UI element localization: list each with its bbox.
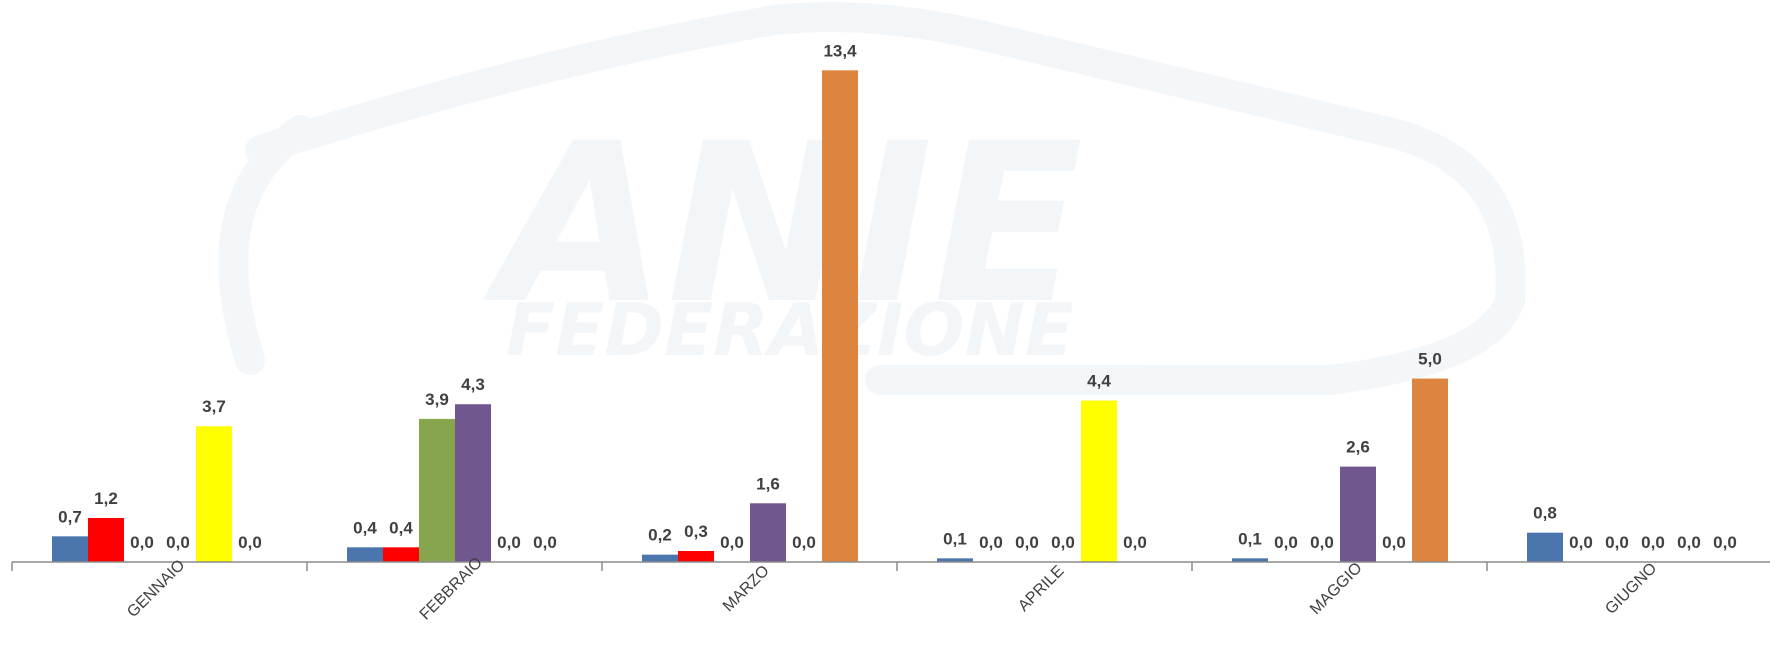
value-label-maggio-s6: 5,0: [1418, 350, 1442, 369]
value-label-marzo-s1: 0,2: [648, 526, 672, 545]
bar-gennaio-s5: [196, 426, 232, 562]
category-label-giugno: GIUGNO: [1602, 560, 1660, 618]
value-label-gennaio-s1: 0,7: [58, 507, 82, 526]
category-label-marzo: MARZO: [720, 562, 773, 615]
value-label-marzo-s2: 0,3: [684, 522, 708, 541]
value-label-marzo-s3: 0,0: [720, 533, 744, 552]
value-label-febbraio-s1: 0,4: [353, 518, 377, 537]
value-label-maggio-s2: 0,0: [1274, 533, 1298, 552]
value-label-gennaio-s5: 3,7: [202, 397, 226, 416]
value-label-maggio-s3: 0,0: [1310, 533, 1334, 552]
bar-marzo-s6: [822, 70, 858, 563]
category-label-aprile: APRILE: [1015, 563, 1067, 615]
bar-gennaio-s1: [52, 536, 88, 562]
category-label-maggio: MAGGIO: [1307, 560, 1366, 619]
value-label-giugno-s5: 0,0: [1677, 533, 1701, 552]
value-label-aprile-s5: 4,4: [1087, 372, 1111, 391]
value-label-marzo-s5: 0,0: [792, 533, 816, 552]
bar-febbraio-s4: [455, 404, 491, 562]
value-label-gennaio-s2: 1,2: [94, 489, 118, 508]
value-label-giugno-s1: 0,8: [1533, 504, 1557, 523]
x-axis-ticks: [11, 562, 1488, 571]
watermark-sub-text: FEDERAZIONE: [506, 288, 1074, 372]
value-label-aprile-s6: 0,0: [1123, 533, 1147, 552]
value-label-giugno-s2: 0,0: [1569, 533, 1593, 552]
watermark-logo-text: ANIE: [482, 96, 1084, 352]
value-label-giugno-s4: 0,0: [1641, 533, 1665, 552]
bar-aprile-s1: [937, 558, 973, 562]
value-label-aprile-s2: 0,0: [979, 533, 1003, 552]
value-label-marzo-s4: 1,6: [756, 474, 780, 493]
value-label-febbraio-s5: 0,0: [497, 533, 521, 552]
value-label-febbraio-s3: 3,9: [425, 390, 449, 409]
bar-febbraio-s3: [419, 418, 455, 562]
value-label-marzo-s6: 13,4: [823, 41, 857, 60]
value-label-febbraio-s2: 0,4: [389, 518, 413, 537]
value-labels-layer: 0,7 1,2 0,0 0,0 3,7 0,0 0,4 0,4 3,9 4,3 0,0 0,0 0,2 0…: [58, 41, 1737, 552]
bar-marzo-s4: [750, 503, 786, 562]
value-label-gennaio-s4: 0,0: [166, 533, 190, 552]
value-label-aprile-s4: 0,0: [1051, 533, 1075, 552]
bar-maggio-s1: [1232, 558, 1268, 562]
bar-maggio-s6: [1412, 378, 1448, 562]
bar-febbraio-s2: [383, 547, 419, 562]
category-labels-layer: GENNAIO FEBBRAIO MARZO APRILE MAGGIO GIUGNO: [124, 554, 1660, 623]
bar-marzo-s1: [642, 554, 678, 562]
value-label-gennaio-s3: 0,0: [130, 533, 154, 552]
bar-gennaio-s2: [88, 517, 124, 562]
bar-maggio-s4: [1340, 466, 1376, 562]
value-label-giugno-s6: 0,0: [1713, 533, 1737, 552]
value-label-maggio-s4: 2,6: [1346, 438, 1370, 457]
value-label-aprile-s3: 0,0: [1015, 533, 1039, 552]
value-label-febbraio-s4: 4,3: [461, 375, 485, 394]
bar-febbraio-s1: [347, 547, 383, 562]
bars-layer: [52, 70, 1563, 563]
category-label-febbraio: FEBBRAIO: [417, 554, 486, 623]
category-label-gennaio: GENNAIO: [124, 557, 188, 621]
bar-aprile-s5: [1081, 400, 1117, 562]
value-label-giugno-s3: 0,0: [1605, 533, 1629, 552]
watermark-logo: ANIE FEDERAZIONE: [218, 2, 1526, 395]
value-label-maggio-s1: 0,1: [1238, 529, 1262, 548]
value-label-febbraio-s6: 0,0: [533, 533, 557, 552]
bar-marzo-s2: [678, 550, 714, 562]
value-label-aprile-s1: 0,1: [943, 529, 967, 548]
bar-giugno-s1: [1527, 532, 1563, 562]
value-label-gennaio-s6: 0,0: [238, 533, 262, 552]
value-label-maggio-s5: 0,0: [1382, 533, 1406, 552]
